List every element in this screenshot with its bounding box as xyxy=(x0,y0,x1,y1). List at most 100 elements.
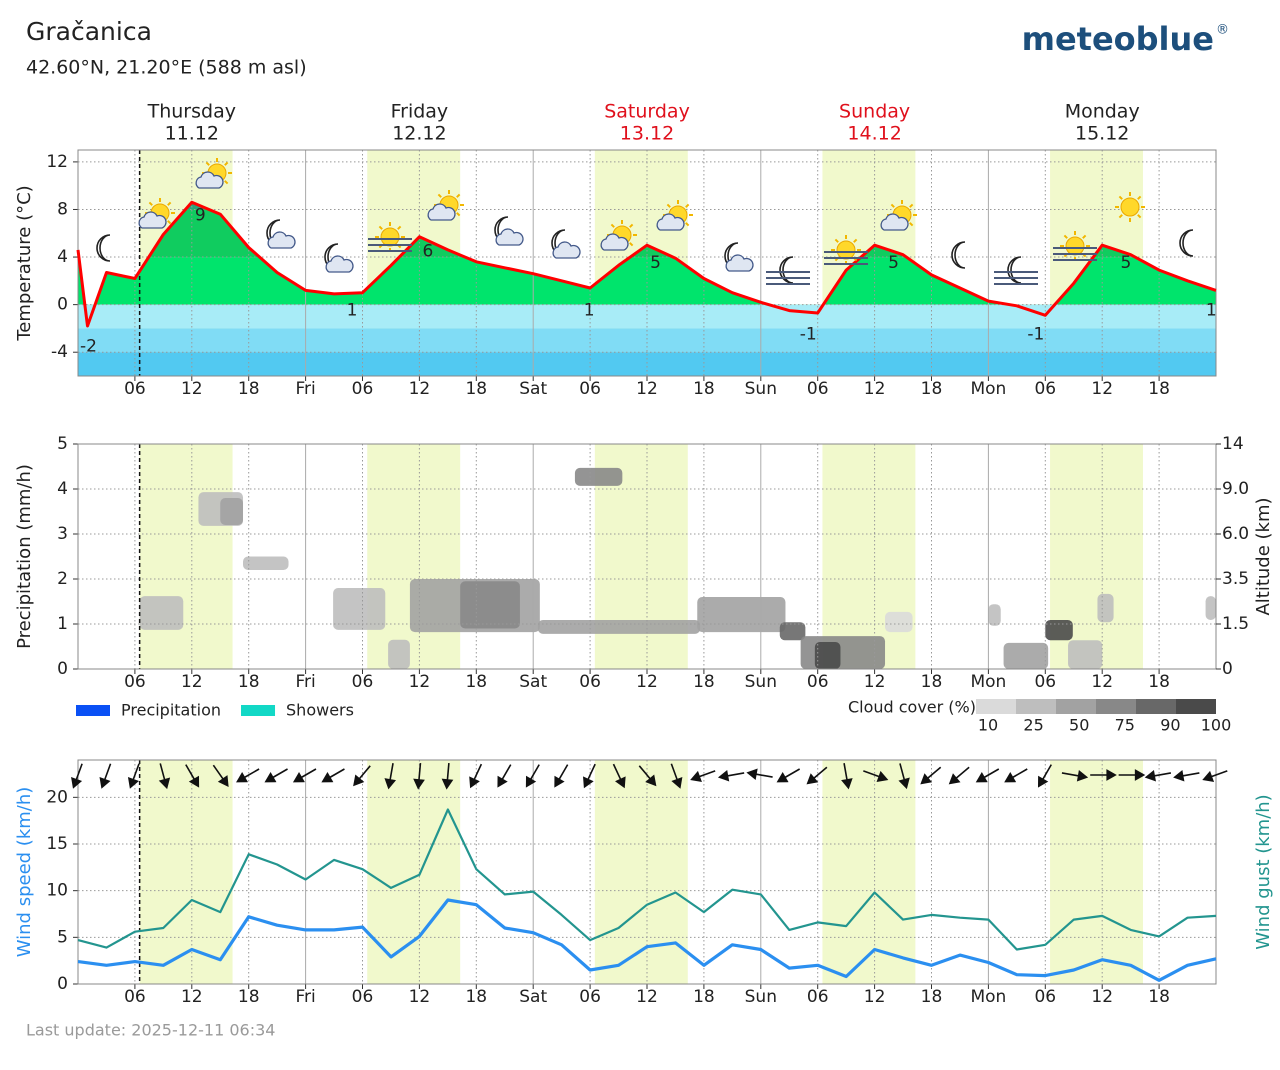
wind-arrow xyxy=(1173,769,1200,782)
cloud-cover xyxy=(988,604,1001,626)
day-date: 14.12 xyxy=(847,123,901,145)
legend-swatch xyxy=(76,705,110,716)
fog xyxy=(994,271,1038,285)
y-tick-label: 4 xyxy=(57,479,68,499)
weather-icon xyxy=(724,242,754,272)
sun xyxy=(836,240,856,260)
extreme-label: 5 xyxy=(650,253,661,273)
x-tick-label: 18 xyxy=(465,987,487,1007)
logo: meteoblue xyxy=(1022,20,1214,58)
x-tick-label: 18 xyxy=(238,379,260,399)
wind-arrow xyxy=(1061,769,1089,782)
y-tick-label: 0 xyxy=(57,659,68,679)
y2-tick-label: 14 xyxy=(1222,434,1244,454)
cloud xyxy=(725,254,754,272)
daylight-band xyxy=(367,760,461,984)
weather-icon xyxy=(138,198,175,229)
cloud-cover xyxy=(220,498,244,525)
x-tick-label: 18 xyxy=(238,987,260,1007)
x-tick-label: 06 xyxy=(352,379,374,399)
x-tick-label: Sun xyxy=(745,672,777,692)
y2-tick-label: 9.0 xyxy=(1222,479,1249,499)
weather-icon xyxy=(551,229,581,259)
weather-icon xyxy=(1115,192,1145,222)
wind-arrow xyxy=(292,768,317,783)
wind-arrow xyxy=(670,763,683,789)
day-date: 12.12 xyxy=(392,123,446,145)
wind-arrow xyxy=(898,763,910,790)
x-tick-label: Sat xyxy=(519,672,547,692)
extreme-label: 1 xyxy=(584,301,595,321)
wind-arrow xyxy=(1202,770,1228,782)
cloud-cover-level: 90 xyxy=(1160,716,1180,735)
wind-arrow xyxy=(638,765,657,787)
wind-arrow xyxy=(127,763,140,789)
x-tick-label: 12 xyxy=(181,672,203,692)
y-tick-label: 1 xyxy=(57,614,68,634)
x-tick-label: 12 xyxy=(864,987,886,1007)
extreme-label: 1 xyxy=(347,301,358,321)
x-tick-label: 12 xyxy=(409,672,431,692)
x-tick-label: 06 xyxy=(352,672,374,692)
wind-arrow xyxy=(1144,769,1172,782)
wind-arrow xyxy=(612,763,626,789)
y2-tick-label: 0 xyxy=(1222,659,1233,679)
x-tick-label: Sat xyxy=(519,987,547,1007)
weather-icon xyxy=(1053,231,1097,261)
day-date: 15.12 xyxy=(1075,123,1129,145)
cloud-cover-level: 100 xyxy=(1201,716,1232,735)
x-tick-label: 12 xyxy=(181,379,203,399)
weather-icon xyxy=(96,234,111,262)
speed-line xyxy=(77,898,1217,982)
cloud-cover xyxy=(814,642,841,669)
cloud-cover xyxy=(1045,619,1073,641)
wind-arrow xyxy=(497,764,512,788)
y-tick-label: 4 xyxy=(57,247,68,267)
y-axis-label: Wind speed (km/h) xyxy=(14,787,35,958)
cloud xyxy=(427,203,456,221)
x-tick-label: 18 xyxy=(465,379,487,399)
sun xyxy=(1065,236,1085,256)
x-tick-label: 12 xyxy=(636,379,658,399)
day-name: Friday xyxy=(391,101,449,123)
y-tick-label: 8 xyxy=(57,199,68,219)
wind-arrow xyxy=(975,768,1000,783)
x-tick-label: 12 xyxy=(1091,672,1113,692)
day-name: Sunday xyxy=(839,101,910,123)
wind-arrow xyxy=(525,764,540,788)
wind-arrow xyxy=(746,768,773,781)
wind-arrow xyxy=(690,770,716,782)
weather-icon xyxy=(1179,229,1194,257)
moon xyxy=(779,256,794,284)
cloud-cover-swatch xyxy=(1096,699,1136,714)
y-tick-label: 5 xyxy=(57,434,68,454)
y-tick-label: 3 xyxy=(57,524,68,544)
x-tick-label: Sat xyxy=(519,379,547,399)
wind-arrow xyxy=(841,763,853,790)
x-tick-label: 18 xyxy=(465,672,487,692)
x-tick-label: 12 xyxy=(636,672,658,692)
cloud-cover-level: 50 xyxy=(1069,716,1089,735)
x-tick-label: 18 xyxy=(921,379,943,399)
extreme-label: -1 xyxy=(800,325,817,345)
x-tick-label: 18 xyxy=(693,672,715,692)
weather-icon xyxy=(824,235,868,265)
x-tick-label: 12 xyxy=(409,987,431,1007)
y-tick-label: 10 xyxy=(46,881,68,901)
x-tick-label: 06 xyxy=(124,987,146,1007)
day-date: 13.12 xyxy=(620,123,674,145)
x-tick-label: Mon xyxy=(970,379,1006,399)
x-tick-label: 12 xyxy=(181,987,203,1007)
cloud-cover xyxy=(333,588,386,630)
cloud-cover xyxy=(388,639,410,669)
daylight-band xyxy=(367,444,461,669)
cloud-cover xyxy=(1097,593,1114,623)
wind-arrow xyxy=(413,762,425,790)
y-tick-label: 0 xyxy=(57,974,68,994)
cloud-cover xyxy=(139,596,184,630)
y2-tick-label: 6.0 xyxy=(1222,524,1249,544)
extreme-label: 5 xyxy=(888,253,899,273)
day-name: Monday xyxy=(1065,101,1140,123)
extreme-label: 6 xyxy=(423,241,434,261)
y-tick-label: 20 xyxy=(46,787,68,807)
